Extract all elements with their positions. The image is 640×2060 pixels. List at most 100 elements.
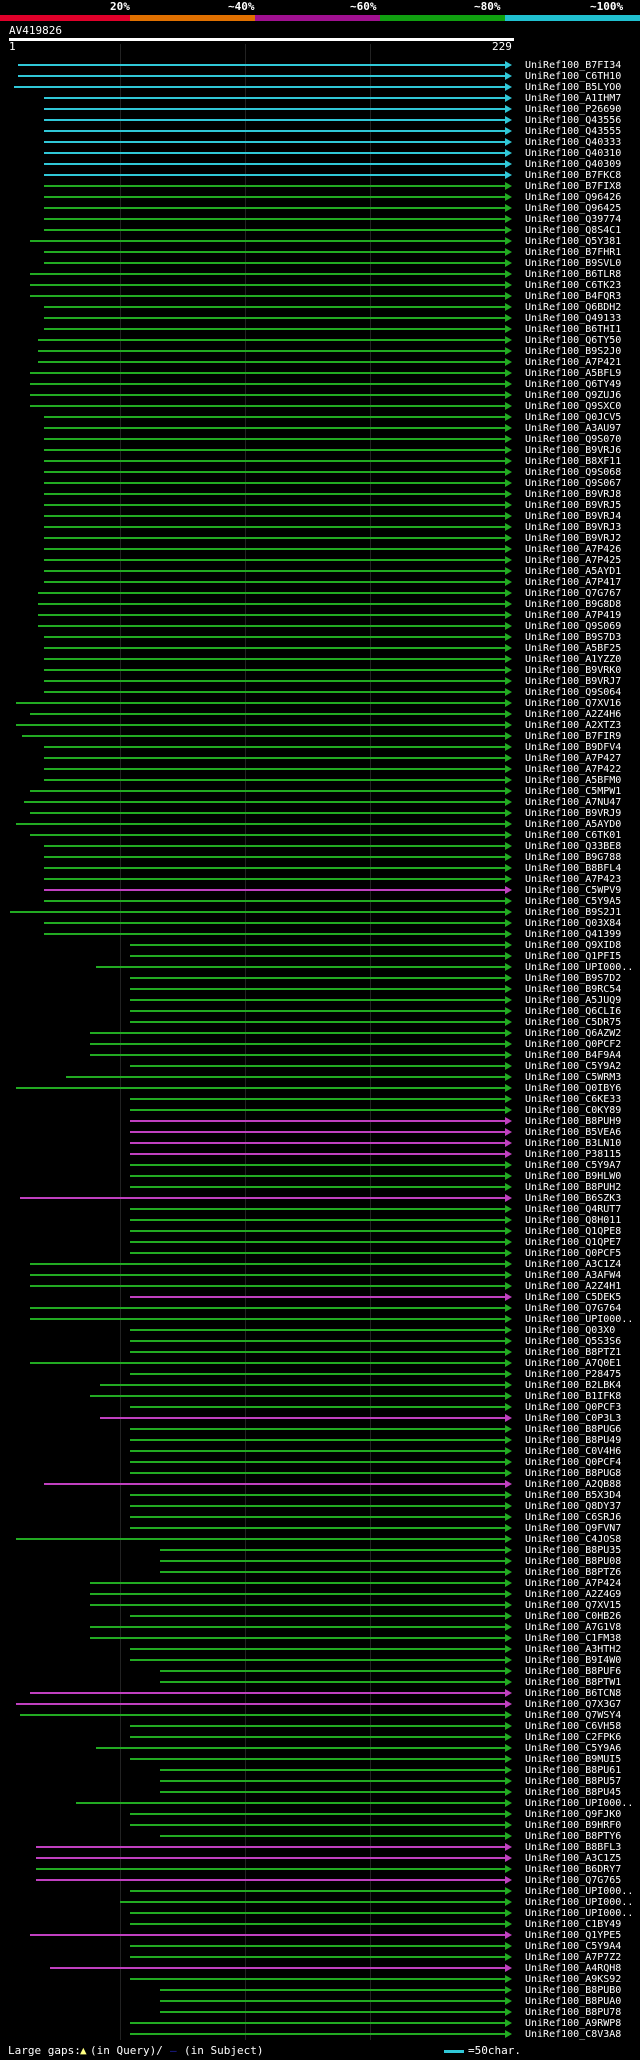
hit-bar[interactable] — [130, 1725, 505, 1727]
hit-bar[interactable] — [44, 647, 505, 649]
hit-label[interactable]: UniRef100_B5LYO0 — [525, 82, 622, 93]
hit-label[interactable]: UniRef100_Q7G765 — [525, 1875, 622, 1886]
hit-bar[interactable] — [90, 1582, 505, 1584]
hit-label[interactable]: UniRef100_A7Q0E1 — [525, 1358, 622, 1369]
hit-bar[interactable] — [130, 1527, 505, 1529]
hit-label[interactable]: UniRef100_B9G788 — [525, 852, 622, 863]
hit-label[interactable]: UniRef100_P38115 — [525, 1149, 622, 1160]
hit-label[interactable]: UniRef100_UPI000.. — [525, 962, 634, 973]
hit-bar[interactable] — [44, 515, 505, 517]
hit-label[interactable]: UniRef100_A1YZZ0 — [525, 654, 622, 665]
hit-bar[interactable] — [130, 1978, 505, 1980]
hit-label[interactable]: UniRef100_B8PUB0 — [525, 1985, 622, 1996]
hit-bar[interactable] — [30, 834, 505, 836]
hit-label[interactable]: UniRef100_C8V3A8 — [525, 2029, 622, 2040]
hit-bar[interactable] — [44, 141, 505, 143]
hit-bar[interactable] — [44, 493, 505, 495]
hit-bar[interactable] — [130, 1659, 505, 1661]
hit-bar[interactable] — [90, 1395, 505, 1397]
hit-bar[interactable] — [160, 1989, 505, 1991]
hit-bar[interactable] — [44, 658, 505, 660]
hit-bar[interactable] — [44, 262, 505, 264]
hit-bar[interactable] — [44, 207, 505, 209]
hit-label[interactable]: UniRef100_C6TK01 — [525, 830, 622, 841]
hit-label[interactable]: UniRef100_B9HLW0 — [525, 1171, 622, 1182]
hit-label[interactable]: UniRef100_C5DEK5 — [525, 1292, 622, 1303]
hit-label[interactable]: UniRef100_Q33BE8 — [525, 841, 622, 852]
hit-bar[interactable] — [44, 317, 505, 319]
hit-bar[interactable] — [130, 1494, 505, 1496]
hit-bar[interactable] — [44, 548, 505, 550]
hit-bar[interactable] — [30, 284, 505, 286]
hit-bar[interactable] — [44, 889, 505, 891]
hit-bar[interactable] — [24, 801, 505, 803]
hit-bar[interactable] — [130, 1615, 505, 1617]
hit-label[interactable]: UniRef100_B9VRJ6 — [525, 445, 622, 456]
hit-label[interactable]: UniRef100_B7FKC8 — [525, 170, 622, 181]
hit-bar[interactable] — [130, 944, 505, 946]
hit-bar[interactable] — [30, 240, 505, 242]
hit-bar[interactable] — [44, 119, 505, 121]
hit-bar[interactable] — [30, 1692, 505, 1694]
hit-bar[interactable] — [44, 504, 505, 506]
hit-bar[interactable] — [44, 482, 505, 484]
hit-label[interactable]: UniRef100_B3LN10 — [525, 1138, 622, 1149]
hit-bar[interactable] — [38, 339, 505, 341]
hit-label[interactable]: UniRef100_Q0PCF5 — [525, 1248, 622, 1259]
hit-bar[interactable] — [44, 163, 505, 165]
hit-label[interactable]: UniRef100_B7FIR9 — [525, 731, 622, 742]
hit-label[interactable]: UniRef100_B9S7D2 — [525, 973, 622, 984]
hit-bar[interactable] — [160, 2011, 505, 2013]
hit-label[interactable]: UniRef100_A5JUQ9 — [525, 995, 622, 1006]
hit-bar[interactable] — [44, 471, 505, 473]
hit-bar[interactable] — [50, 1967, 505, 1969]
hit-bar[interactable] — [44, 108, 505, 110]
hit-label[interactable]: UniRef100_C5WRM3 — [525, 1072, 622, 1083]
hit-bar[interactable] — [96, 1747, 505, 1749]
hit-bar[interactable] — [90, 1043, 505, 1045]
hit-bar[interactable] — [130, 1505, 505, 1507]
hit-label[interactable]: UniRef100_B9S7D3 — [525, 632, 622, 643]
hit-bar[interactable] — [130, 1428, 505, 1430]
hit-bar[interactable] — [130, 988, 505, 990]
hit-label[interactable]: UniRef100_B9VRJ5 — [525, 500, 622, 511]
hit-label[interactable]: UniRef100_A2Z4H6 — [525, 709, 622, 720]
hit-label[interactable]: UniRef100_Q7WSY4 — [525, 1710, 622, 1721]
hit-label[interactable]: UniRef100_B9SVL0 — [525, 258, 622, 269]
hit-label[interactable]: UniRef100_B9VRJ3 — [525, 522, 622, 533]
hit-bar[interactable] — [130, 1736, 505, 1738]
hit-bar[interactable] — [44, 427, 505, 429]
hit-label[interactable]: UniRef100_C0P3L3 — [525, 1413, 622, 1424]
hit-bar[interactable] — [30, 812, 505, 814]
hit-label[interactable]: UniRef100_Q1PFI5 — [525, 951, 622, 962]
hit-bar[interactable] — [44, 581, 505, 583]
hit-bar[interactable] — [44, 691, 505, 693]
hit-bar[interactable] — [90, 1604, 505, 1606]
hit-label[interactable]: UniRef100_Q1QPE8 — [525, 1226, 622, 1237]
hit-label[interactable]: UniRef100_UPI000.. — [525, 1798, 634, 1809]
hit-label[interactable]: UniRef100_B9I4W0 — [525, 1655, 622, 1666]
hit-bar[interactable] — [16, 1538, 505, 1540]
hit-label[interactable]: UniRef100_B9DFV4 — [525, 742, 622, 753]
hit-bar[interactable] — [130, 1472, 505, 1474]
hit-bar[interactable] — [130, 1461, 505, 1463]
hit-bar[interactable] — [160, 1780, 505, 1782]
hit-bar[interactable] — [130, 1373, 505, 1375]
hit-label[interactable]: UniRef100_Q7X3G7 — [525, 1699, 622, 1710]
hit-label[interactable]: UniRef100_A7P422 — [525, 764, 622, 775]
hit-label[interactable]: UniRef100_A7G1V8 — [525, 1622, 622, 1633]
hit-label[interactable]: UniRef100_Q0JCV5 — [525, 412, 622, 423]
hit-bar[interactable] — [44, 845, 505, 847]
hit-bar[interactable] — [100, 1417, 505, 1419]
hit-bar[interactable] — [90, 1054, 505, 1056]
hit-label[interactable]: UniRef100_C6VH58 — [525, 1721, 622, 1732]
hit-bar[interactable] — [44, 449, 505, 451]
hit-bar[interactable] — [44, 746, 505, 748]
hit-label[interactable]: UniRef100_B9VRJ2 — [525, 533, 622, 544]
hit-label[interactable]: UniRef100_B8PU78 — [525, 2007, 622, 2018]
hit-label[interactable]: UniRef100_A4RQH8 — [525, 1963, 622, 1974]
hit-label[interactable]: UniRef100_Q8H011 — [525, 1215, 622, 1226]
hit-bar[interactable] — [44, 922, 505, 924]
hit-bar[interactable] — [76, 1802, 505, 1804]
hit-label[interactable]: UniRef100_B2LBK4 — [525, 1380, 622, 1391]
